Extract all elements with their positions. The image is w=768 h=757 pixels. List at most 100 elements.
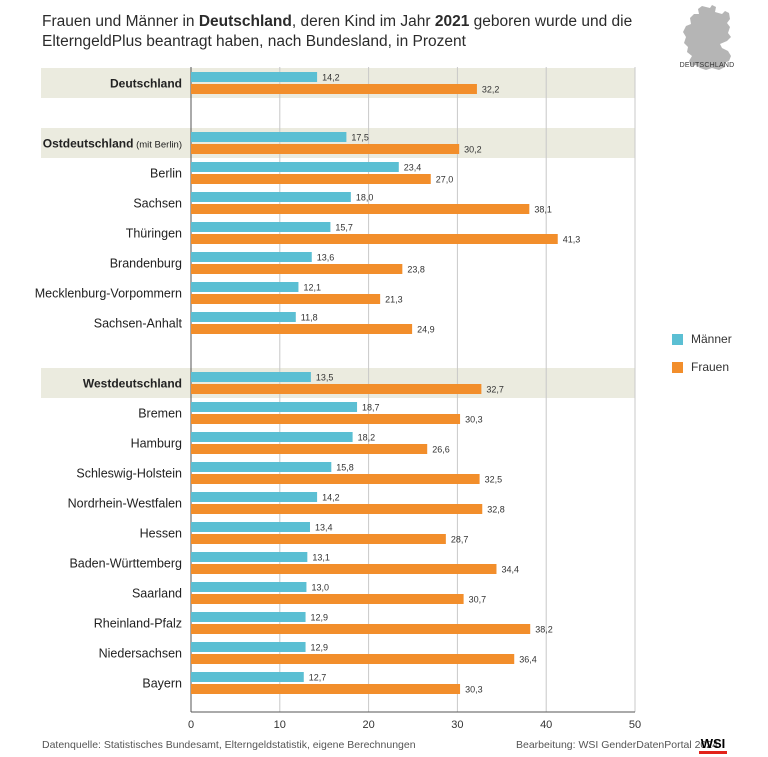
value-label-women: 38,1 — [534, 205, 552, 215]
value-label-women: 34,4 — [501, 565, 519, 575]
category-label-text: Mecklenburg-Vorpommern — [35, 287, 182, 301]
bar-men — [191, 282, 299, 292]
category-label-text: Deutschland — [110, 77, 182, 91]
bar-men — [191, 252, 312, 262]
bar-men — [191, 492, 318, 502]
bar-men — [191, 582, 307, 592]
category-label-text: Nordrhein-Westfalen — [68, 497, 182, 511]
category-label-text: Ostdeutschland — [43, 137, 134, 151]
bar-men — [191, 402, 358, 412]
category-label: Nordrhein-Westfalen — [68, 497, 182, 511]
category-label-text: Bayern — [142, 677, 182, 691]
value-label-men: 13,4 — [315, 523, 333, 533]
category-label: Sachsen — [133, 197, 182, 211]
category-label-text: Berlin — [150, 167, 182, 181]
germany-map-icon — [683, 5, 731, 70]
bar-women — [191, 654, 515, 664]
title-bold-year: 2021 — [434, 13, 470, 30]
category-label-text: Thüringen — [126, 227, 182, 241]
bar-women — [191, 474, 480, 484]
legend-label-men: Männer — [691, 332, 732, 346]
bar-women — [191, 504, 483, 514]
category-label-text: Hamburg — [131, 437, 182, 451]
category-label: Hessen — [140, 527, 182, 541]
category-label: Thüringen — [126, 227, 182, 241]
value-label-women: 30,3 — [465, 685, 483, 695]
value-label-women: 21,3 — [385, 295, 403, 305]
bar-men — [191, 642, 306, 652]
source-note: Datenquelle: Statistisches Bundesamt, El… — [42, 739, 416, 751]
value-label-men: 13,1 — [312, 553, 330, 563]
legend-item-men: Männer — [672, 332, 732, 346]
x-tick-label: 40 — [540, 719, 552, 731]
value-label-women: 38,2 — [535, 625, 553, 635]
title-bold-country: Deutschland — [198, 13, 292, 30]
value-label-women: 30,2 — [464, 145, 482, 155]
category-label: Niedersachsen — [99, 647, 182, 661]
value-label-women: 24,9 — [417, 325, 435, 335]
wsi-logo: WSI — [699, 735, 727, 754]
bar-men — [191, 522, 310, 532]
title-text-3: geboren wurde und die ElterngeldPlus bea… — [42, 13, 633, 50]
bar-women — [191, 564, 497, 574]
value-label-women: 28,7 — [451, 535, 469, 545]
bar-men — [191, 132, 347, 142]
category-label-text: Rheinland-Pfalz — [94, 617, 182, 631]
bar-women — [191, 324, 413, 334]
value-label-men: 12,9 — [311, 643, 329, 653]
bar-men — [191, 432, 353, 442]
category-label-text: Saarland — [132, 587, 182, 601]
credit-note: Bearbeitung: WSI GenderDatenPortal 2024 — [516, 739, 718, 751]
value-label-women: 41,3 — [563, 235, 581, 245]
category-label: Hamburg — [131, 437, 182, 451]
bar-women — [191, 84, 477, 94]
bar-women — [191, 594, 464, 604]
value-label-men: 18,7 — [362, 403, 380, 413]
bar-men — [191, 552, 308, 562]
category-label-text: Brandenburg — [110, 257, 182, 271]
category-label: Mecklenburg-Vorpommern — [35, 287, 182, 301]
category-label: Schleswig-Holstein — [76, 467, 182, 481]
value-label-men: 14,2 — [322, 73, 340, 83]
value-label-men: 13,5 — [316, 373, 334, 383]
bar-women — [191, 444, 428, 454]
value-label-women: 27,0 — [436, 175, 454, 185]
bar-women — [191, 144, 460, 154]
value-label-men: 11,8 — [301, 313, 318, 323]
value-label-men: 18,0 — [356, 193, 374, 203]
category-label-text: Sachsen — [133, 197, 182, 211]
x-tick-label: 20 — [362, 719, 374, 731]
category-label-text: Niedersachsen — [99, 647, 182, 661]
bar-women — [191, 264, 403, 274]
x-tick-label: 30 — [451, 719, 463, 731]
category-label: Deutschland — [110, 77, 182, 91]
value-label-men: 12,7 — [309, 673, 327, 683]
bar-women — [191, 414, 461, 424]
value-label-men: 12,1 — [303, 283, 321, 293]
legend-label-women: Frauen — [691, 360, 730, 374]
value-label-women: 26,6 — [432, 445, 450, 455]
category-label-text: Bremen — [138, 407, 182, 421]
value-label-women: 32,8 — [487, 505, 505, 515]
category-label-text: Hessen — [140, 527, 182, 541]
value-label-women: 30,3 — [465, 415, 483, 425]
category-label: Rheinland-Pfalz — [94, 617, 182, 631]
value-label-women: 30,7 — [469, 595, 487, 605]
category-label-text: Schleswig-Holstein — [76, 467, 182, 481]
bar-women — [191, 684, 461, 694]
value-label-men: 12,9 — [311, 613, 329, 623]
bar-men — [191, 372, 311, 382]
bar-women — [191, 624, 531, 634]
legend-item-women: Frauen — [672, 360, 729, 374]
category-label-suffix: (mit Berlin) — [133, 140, 182, 151]
value-label-women: 36,4 — [519, 655, 537, 665]
bar-men — [191, 312, 296, 322]
value-label-men: 23,4 — [404, 163, 422, 173]
x-tick-label: 0 — [188, 719, 194, 731]
bar-men — [191, 612, 306, 622]
category-label-text: Baden-Württemberg — [69, 557, 182, 571]
value-label-women: 32,5 — [485, 475, 503, 485]
map-label: DEUTSCHLAND — [679, 62, 735, 69]
bar-men — [191, 162, 399, 172]
